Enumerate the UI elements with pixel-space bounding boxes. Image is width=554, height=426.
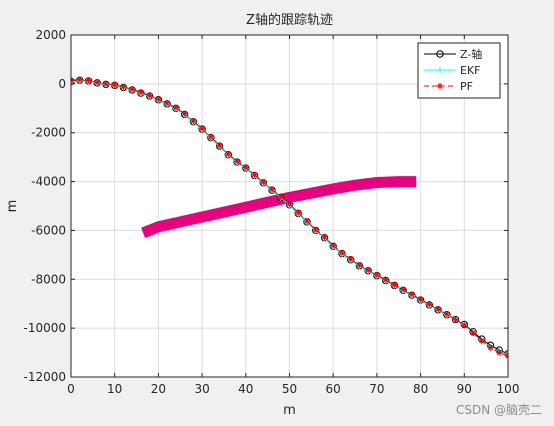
series-pf-point bbox=[207, 133, 214, 140]
series-pf-point bbox=[137, 89, 144, 96]
x-tick-label: 80 bbox=[413, 382, 428, 396]
series-pf-point bbox=[496, 349, 503, 356]
y-tick-label: -2000 bbox=[31, 126, 66, 140]
series-pf-point bbox=[155, 96, 162, 103]
series-pf-point bbox=[76, 76, 83, 83]
series-pf-point bbox=[347, 256, 354, 263]
series-pf-point bbox=[478, 337, 485, 344]
series-pf-point bbox=[129, 86, 136, 93]
series-pf-point bbox=[452, 316, 459, 323]
series-pf-point bbox=[190, 117, 197, 124]
series-pf-point bbox=[111, 81, 118, 88]
series-pf-point bbox=[216, 142, 223, 149]
series-pf-point bbox=[443, 310, 450, 317]
legend-marker-plus bbox=[437, 67, 443, 73]
y-tick-label: 2000 bbox=[35, 28, 66, 42]
series-pf-point bbox=[487, 344, 494, 351]
chart-title: Z轴的跟踪轨迹 bbox=[246, 12, 333, 28]
legend: Z-轴 EKF PF bbox=[417, 42, 501, 99]
series-pf-point bbox=[172, 104, 179, 111]
series-pf-point bbox=[199, 125, 206, 132]
series-pf-point bbox=[277, 193, 284, 200]
y-tick-label: -4000 bbox=[31, 175, 66, 189]
series-pf-point bbox=[400, 286, 407, 293]
series-pf-point bbox=[102, 80, 109, 87]
series-pf-point bbox=[356, 262, 363, 269]
y-tick-label: -10000 bbox=[23, 321, 66, 335]
series-pf-point bbox=[365, 267, 372, 274]
series-pf-point bbox=[225, 150, 232, 157]
legend-marker-star bbox=[437, 83, 443, 89]
series-pf-point bbox=[417, 296, 424, 303]
x-tick-label: 100 bbox=[497, 382, 520, 396]
x-tick-label: 50 bbox=[282, 382, 297, 396]
series-pf-point bbox=[470, 330, 477, 337]
series-pf-point bbox=[295, 209, 302, 216]
series-group bbox=[71, 76, 508, 360]
series-pf-point bbox=[120, 83, 127, 90]
series-pf-point bbox=[321, 234, 328, 241]
series-z-point bbox=[451, 315, 460, 324]
series-pf-point bbox=[391, 281, 398, 288]
x-tick-label: 10 bbox=[107, 382, 122, 396]
series-pf-point bbox=[85, 77, 92, 84]
x-tick-label: 60 bbox=[326, 382, 341, 396]
series-pf-point bbox=[242, 164, 249, 171]
series-pf-point bbox=[94, 79, 101, 86]
legend-label: PF bbox=[460, 80, 473, 93]
series-pf-point bbox=[373, 271, 380, 278]
series-pf-point bbox=[382, 276, 389, 283]
series-pf-point bbox=[338, 249, 345, 256]
series-pf-point bbox=[408, 291, 415, 298]
legend-label: Z-轴 bbox=[460, 47, 482, 61]
y-tick-label: -6000 bbox=[31, 223, 66, 237]
y-axis-label: m bbox=[5, 200, 20, 213]
series-pf-point bbox=[164, 100, 171, 107]
x-tick-label: 0 bbox=[67, 382, 75, 396]
series-pf-point bbox=[146, 92, 153, 99]
legend-label: EKF bbox=[460, 64, 481, 77]
watermark: CSDN @脑壳二 bbox=[455, 403, 542, 417]
x-tick-label: 20 bbox=[151, 382, 166, 396]
x-tick-label: 40 bbox=[238, 382, 253, 396]
series-pf-point bbox=[461, 322, 468, 329]
y-tick-label: -8000 bbox=[31, 272, 66, 286]
x-tick-label: 90 bbox=[457, 382, 472, 396]
series-pf-point bbox=[426, 301, 433, 308]
legend-item: PF bbox=[424, 80, 473, 93]
series-pf-point bbox=[269, 186, 276, 193]
series-pf-point bbox=[286, 201, 293, 208]
legend-marker-circle bbox=[436, 50, 444, 58]
legend-item: Z-轴 bbox=[424, 47, 482, 61]
x-axis-label: m bbox=[283, 403, 296, 418]
series-pf-point bbox=[181, 110, 188, 117]
y-tick-label: -12000 bbox=[23, 370, 66, 384]
series-pf-point bbox=[312, 226, 319, 233]
x-tick-label: 70 bbox=[369, 382, 384, 396]
series-pf-point bbox=[435, 306, 442, 313]
series-pf-point bbox=[234, 158, 241, 165]
legend-item: EKF bbox=[424, 64, 481, 77]
x-tick-label: 30 bbox=[194, 382, 209, 396]
y-tick-label: 0 bbox=[58, 77, 66, 91]
series-pf-point bbox=[260, 179, 267, 186]
series-pf-point bbox=[330, 242, 337, 249]
series-pf-point bbox=[303, 218, 310, 225]
series-pf-point bbox=[251, 171, 258, 178]
